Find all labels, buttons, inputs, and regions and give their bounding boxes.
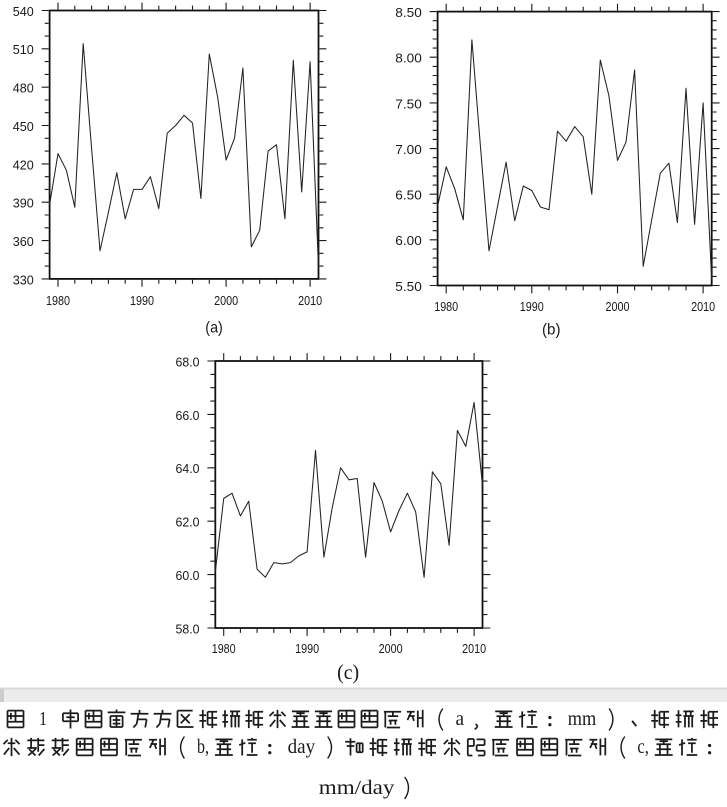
svg-text:(b): (b) (542, 321, 561, 338)
svg-text:1980: 1980 (434, 300, 458, 314)
svg-text:6.50: 6.50 (395, 189, 422, 203)
svg-text:5.50: 5.50 (395, 280, 422, 294)
svg-text:a: a (456, 709, 465, 730)
svg-text:330: 330 (13, 273, 34, 287)
svg-text:2010: 2010 (462, 642, 486, 656)
svg-text:1990: 1990 (130, 294, 154, 308)
svg-text:c,: c, (637, 737, 649, 758)
svg-text:7.50: 7.50 (395, 97, 422, 111)
svg-text:540: 540 (13, 5, 34, 19)
svg-text:360: 360 (13, 235, 34, 249)
svg-text:day: day (288, 737, 316, 758)
svg-text:390: 390 (13, 197, 34, 211)
svg-text:480: 480 (13, 82, 34, 96)
svg-text:1990: 1990 (295, 642, 319, 656)
svg-text:66.0: 66.0 (176, 409, 200, 423)
svg-text:1980: 1980 (212, 642, 236, 656)
svg-text:mm/day: mm/day (319, 777, 395, 799)
svg-text:58.0: 58.0 (176, 622, 200, 636)
svg-text:2000: 2000 (606, 300, 630, 314)
svg-text:2010: 2010 (298, 294, 322, 308)
svg-text:2000: 2000 (379, 642, 403, 656)
svg-text:60.0: 60.0 (176, 569, 200, 583)
svg-text:(c): (c) (337, 660, 359, 684)
svg-text:2000: 2000 (214, 294, 238, 308)
svg-text:2010: 2010 (691, 300, 715, 314)
svg-text:62.0: 62.0 (176, 516, 200, 530)
svg-text:1: 1 (39, 709, 47, 730)
svg-text:510: 510 (13, 43, 34, 57)
svg-text:450: 450 (13, 120, 34, 134)
svg-text:1990: 1990 (520, 300, 544, 314)
svg-text:8.50: 8.50 (395, 6, 422, 20)
svg-text:8.00: 8.00 (395, 52, 422, 66)
svg-text:b,: b, (197, 737, 209, 758)
svg-text:64.0: 64.0 (176, 462, 200, 476)
svg-text:(a): (a) (205, 320, 223, 337)
svg-text:7.00: 7.00 (395, 143, 422, 157)
svg-text:68.0: 68.0 (176, 355, 200, 369)
svg-text:420: 420 (13, 158, 34, 172)
svg-text:1980: 1980 (46, 294, 70, 308)
svg-text:6.00: 6.00 (395, 234, 422, 248)
svg-text:mm: mm (568, 709, 597, 730)
